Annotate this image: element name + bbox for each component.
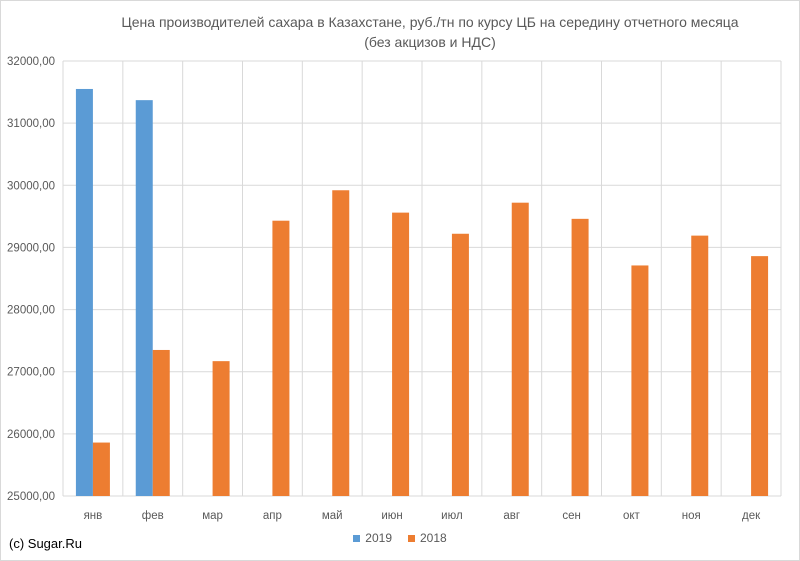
y-tick-label: 30000,00 xyxy=(7,180,55,192)
x-tick-label: июн xyxy=(381,510,402,522)
y-tick-label: 32000,00 xyxy=(7,56,55,68)
chart-title: Цена производителей сахара в Казахстане,… xyxy=(100,12,760,52)
y-tick-label: 31000,00 xyxy=(7,118,55,130)
x-tick-label: окт xyxy=(623,510,641,522)
bar-2018-фев xyxy=(152,349,170,496)
y-tick-label: 27000,00 xyxy=(7,367,55,379)
legend-label-2018: 2018 xyxy=(420,531,447,545)
legend-label-2019: 2019 xyxy=(365,531,392,545)
bar-2019-янв xyxy=(75,88,93,496)
credit-text: (c) Sugar.Ru xyxy=(9,536,82,551)
x-tick-label: фев xyxy=(142,510,164,522)
x-tick-label: апр xyxy=(263,510,282,522)
bar-2018-ноя xyxy=(691,235,709,496)
y-tick-label: 29000,00 xyxy=(7,242,55,254)
legend-swatch-2018 xyxy=(408,534,415,542)
chart-title-line-2: (без акцизов и НДС) xyxy=(364,34,496,50)
x-tick-label: май xyxy=(322,510,343,522)
bar-2018-янв xyxy=(92,442,110,496)
x-tick-label: сен xyxy=(562,510,581,522)
bar-2019-фев xyxy=(135,100,153,497)
bar-2018-авг xyxy=(511,202,529,496)
legend-item-2018: 2018 xyxy=(408,531,447,545)
y-tick-label: 26000,00 xyxy=(7,429,55,441)
bar-2018-мар xyxy=(212,361,230,496)
bar-2018-окт xyxy=(631,265,649,496)
bar-2018-дек xyxy=(751,256,769,496)
y-tick-label: 28000,00 xyxy=(7,305,55,317)
x-tick-label: авг xyxy=(503,510,520,522)
x-tick-label: ноя xyxy=(682,510,701,522)
legend-item-2019: 2019 xyxy=(353,531,392,545)
bar-2018-апр xyxy=(272,220,290,496)
x-tick-label: дек xyxy=(742,510,761,522)
x-tick-label: янв xyxy=(84,510,103,522)
bar-2018-июн xyxy=(392,212,410,496)
x-tick-label: мар xyxy=(202,510,223,522)
chart-title-line-1: Цена производителей сахара в Казахстане,… xyxy=(121,14,739,30)
bar-2018-май xyxy=(332,190,350,496)
legend-swatch-2019 xyxy=(353,534,361,542)
x-tick-label: июл xyxy=(441,510,463,522)
bar-2018-сен xyxy=(571,218,589,497)
bar-2018-июл xyxy=(451,233,469,496)
y-tick-label: 25000,00 xyxy=(7,491,55,503)
legend: 2019 2018 xyxy=(0,531,800,545)
